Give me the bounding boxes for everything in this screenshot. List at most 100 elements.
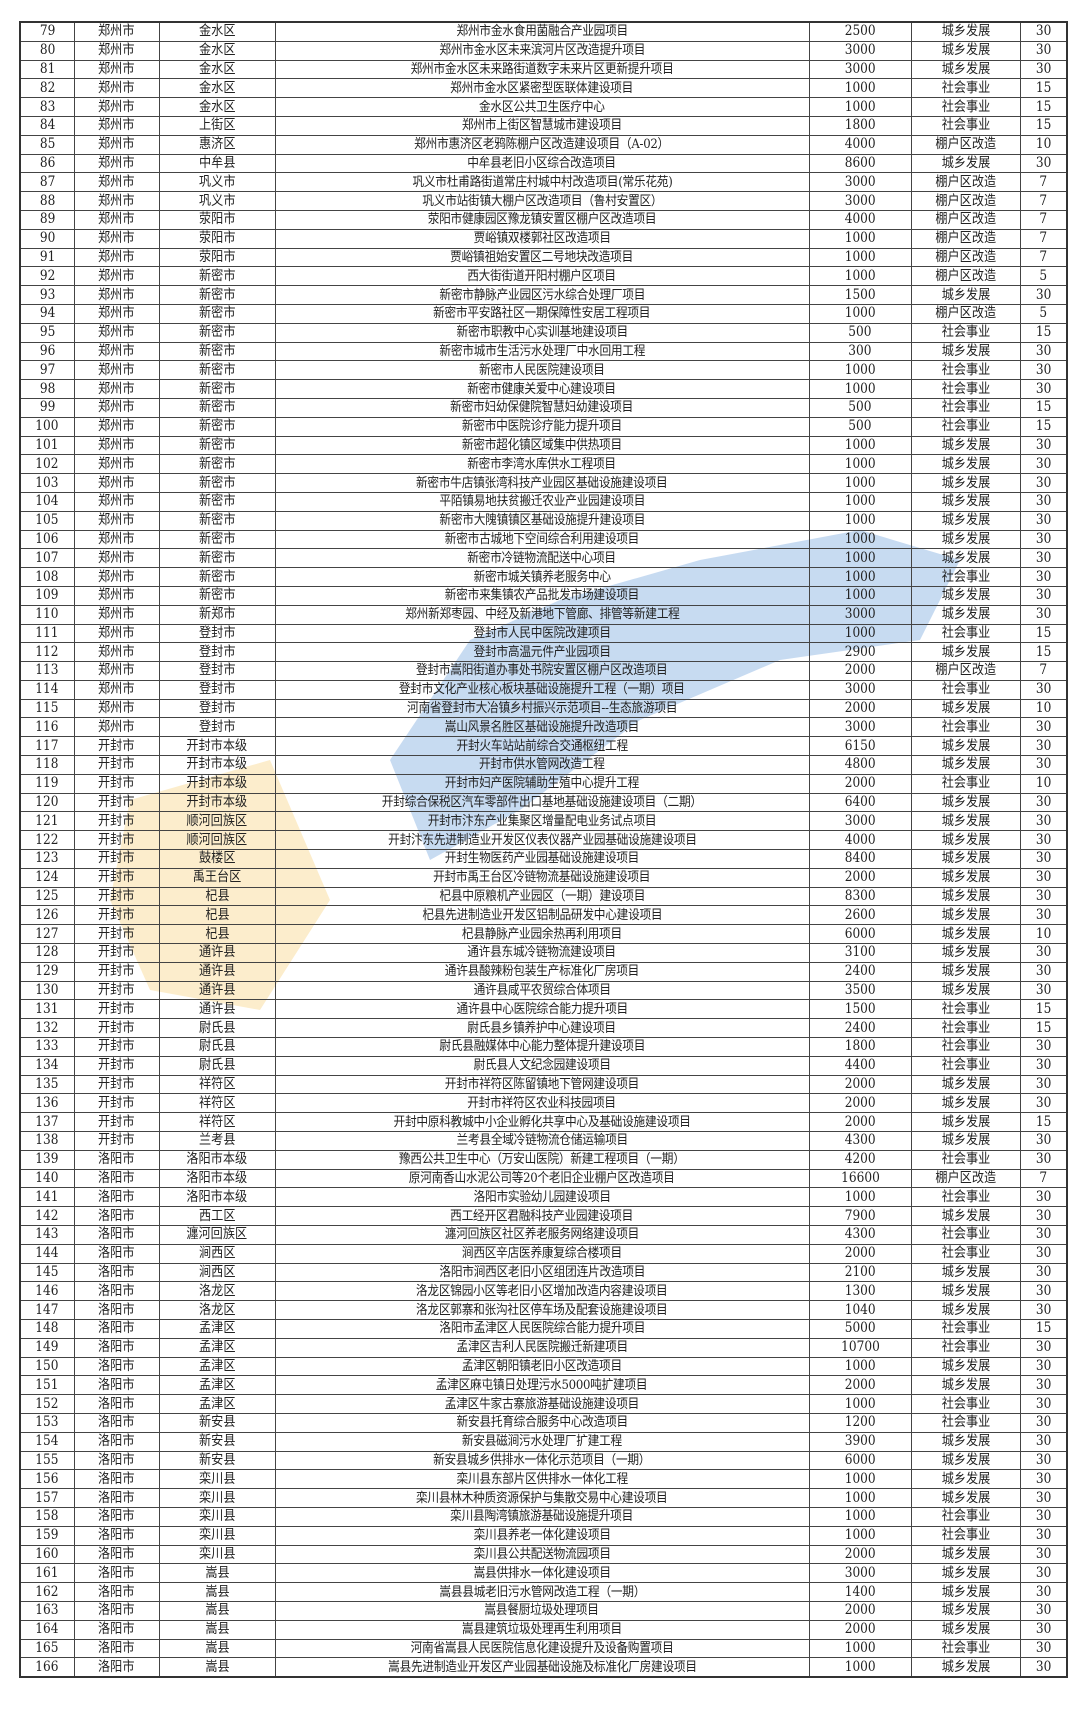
table-row: 116 郑州市 登封市 嵩山风景名胜区基础设施提升改造项目 3000 社会事业 30 <box>19 717 1068 738</box>
amount-cell-text: 2100 <box>844 1263 876 1280</box>
city-cell-text: 郑州市 <box>98 154 135 171</box>
project-name-cell-text: 新安县城乡供排水一体化示范项目（一期） <box>433 1452 651 1468</box>
city-cell: 郑州市 <box>73 153 160 174</box>
row-number-text: 86 <box>39 154 55 171</box>
years-cell: 30 <box>1019 830 1068 851</box>
amount-cell-text: 6000 <box>844 925 876 942</box>
project-name-cell-text: 贾峪镇祖始安置区二号地块改造项目 <box>450 249 634 265</box>
city-cell: 郑州市 <box>73 454 160 475</box>
project-name-cell-text: 平陌镇易地扶贫搬迁农业产业园建设项目 <box>439 494 645 510</box>
project-name-cell: 兰考县全域冷链物流仓储运输项目 <box>274 1131 810 1151</box>
city-cell: 洛阳市 <box>73 1638 160 1659</box>
category-cell-text: 社会事业 <box>941 1057 990 1074</box>
district-cell-text: 嵩县 <box>204 1658 230 1675</box>
project-name-cell: 栾川县陶湾镇旅游基础设施提升项目 <box>274 1506 810 1527</box>
project-name-cell-text: 新密市妇幼保健院智慧妇幼建设项目 <box>450 400 634 416</box>
years-cell: 10 <box>1019 134 1068 155</box>
project-name-cell-text: 登封市高温元件产业园项目 <box>473 644 611 660</box>
row-number-text: 147 <box>35 1301 59 1318</box>
district-cell-text: 新安县 <box>198 1414 236 1431</box>
project-name-cell: 新密市健康关爱中心建设项目 <box>274 379 810 399</box>
project-name-cell-text: 通许县酸辣粉包装生产标准化厂房项目 <box>444 964 640 980</box>
district-cell-text: 栾川县 <box>198 1545 236 1562</box>
category-cell: 城乡发展 <box>910 1356 1021 1377</box>
city-cell-text: 郑州市 <box>98 42 135 59</box>
city-cell: 郑州市 <box>73 379 160 399</box>
city-cell: 开封市 <box>73 1074 160 1095</box>
city-cell: 洛阳市 <box>73 1356 160 1377</box>
category-cell: 城乡发展 <box>910 1544 1021 1565</box>
district-cell-text: 鼓楼区 <box>198 850 236 867</box>
table-row: 85 郑州市 惠济区 郑州市惠济区老鸦陈棚户区改造建设项目（A-02） 4000 棚户区改… <box>19 134 1068 155</box>
district-cell-text: 新密市 <box>198 568 236 585</box>
district-cell-text: 杞县 <box>204 888 230 905</box>
district-cell-text: 杞县 <box>204 925 230 942</box>
table-row: 83 郑州市 金水区 金水区公共卫生医疗中心 1000 社会事业 15 <box>19 97 1068 117</box>
category-cell-text: 城乡发展 <box>941 794 990 811</box>
years-cell-text: 30 <box>1035 1132 1051 1149</box>
category-cell: 社会事业 <box>910 416 1021 437</box>
city-cell-text: 郑州市 <box>98 474 135 491</box>
district-cell-text: 登封市 <box>198 700 236 717</box>
city-cell-text: 洛阳市 <box>98 1357 135 1374</box>
amount-cell-text: 1000 <box>844 380 876 397</box>
years-cell: 15 <box>1019 1318 1068 1339</box>
category-cell-text: 城乡发展 <box>941 1076 990 1093</box>
years-cell-text: 30 <box>1035 1470 1051 1487</box>
years-cell-text: 30 <box>1035 944 1051 961</box>
row-number: 131 <box>19 999 75 1020</box>
city-cell-text: 郑州市 <box>98 606 135 623</box>
table-row: 163 洛阳市 嵩县 嵩县餐厨垃圾处理项目 2000 城乡发展 30 <box>19 1600 1068 1621</box>
table-row: 161 洛阳市 嵩县 嵩县供排水一体化建设项目 3000 城乡发展 30 <box>19 1563 1068 1584</box>
table-row: 106 郑州市 新密市 新密市古城地下空间综合利用建设项目 1000 城乡发展 30 <box>19 529 1068 550</box>
category-cell-text: 社会事业 <box>941 775 990 792</box>
city-cell: 洛阳市 <box>73 1563 160 1584</box>
district-cell: 孟津区 <box>158 1318 276 1339</box>
years-cell-text: 30 <box>1035 587 1051 604</box>
years-cell: 15 <box>1019 416 1068 437</box>
district-cell-text: 新安县 <box>198 1433 236 1450</box>
district-cell: 新密市 <box>158 397 276 418</box>
project-name-cell-text: 洛阳市实验幼儿园建设项目 <box>473 1189 611 1205</box>
years-cell: 15 <box>1019 642 1068 663</box>
table-row: 148 洛阳市 孟津区 洛阳市孟津区人民医院综合能力提升项目 5000 社会事业 15 <box>19 1318 1068 1339</box>
project-name-cell: 新密市妇幼保健院智慧妇幼建设项目 <box>274 397 810 418</box>
district-cell: 新密市 <box>158 491 276 512</box>
amount-cell-text: 2000 <box>844 700 876 717</box>
category-cell-text: 城乡发展 <box>941 1207 990 1224</box>
district-cell: 新密市 <box>158 341 276 362</box>
amount-cell-text: 1000 <box>844 79 876 96</box>
years-cell-text: 10 <box>1035 775 1051 792</box>
district-cell: 栾川县 <box>158 1506 276 1527</box>
district-cell-text: 新密市 <box>198 361 236 378</box>
category-cell: 城乡发展 <box>910 473 1021 493</box>
row-number: 81 <box>19 59 75 80</box>
amount-cell-text: 2000 <box>844 1621 876 1638</box>
city-cell: 开封市 <box>73 924 160 945</box>
amount-cell-text: 1000 <box>844 248 876 265</box>
city-cell: 郑州市 <box>73 548 160 569</box>
city-cell-text: 洛阳市 <box>98 1564 135 1581</box>
amount-cell: 2000 <box>808 1619 912 1640</box>
district-cell-text: 新密市 <box>198 324 236 341</box>
category-cell-text: 城乡发展 <box>941 1132 990 1149</box>
project-name-cell-text: 杞县先进制造业开发区铝制品研发中心建设项目 <box>421 907 663 923</box>
amount-cell-text: 1300 <box>844 1282 876 1299</box>
amount-cell: 4800 <box>808 755 912 775</box>
district-cell-text: 金水区 <box>198 98 236 115</box>
amount-cell: 6000 <box>808 924 912 945</box>
category-cell: 社会事业 <box>910 1018 1021 1039</box>
district-cell-text: 禹王台区 <box>192 869 242 886</box>
amount-cell-text: 3100 <box>844 944 876 961</box>
table-row: 136 开封市 祥符区 开封市祥符区农业科技园项目 2000 城乡发展 30 <box>19 1093 1068 1114</box>
category-cell: 社会事业 <box>910 115 1021 136</box>
table-row: 147 洛阳市 洛龙区 洛龙区郭寨和张沟社区停车场及配套设施建设项目 1040 城乡发展 3… <box>19 1300 1068 1320</box>
city-cell-text: 洛阳市 <box>98 1489 135 1506</box>
district-cell: 西工区 <box>158 1206 276 1226</box>
row-number: 112 <box>19 642 75 663</box>
amount-cell-text: 1000 <box>844 98 876 115</box>
project-name-cell-text: 新密市平安路社区一期保障性安居工程项目 <box>433 306 651 322</box>
district-cell: 嵩县 <box>158 1600 276 1621</box>
project-name-cell-text: 尉氏县融媒体中心能力整体提升建设项目 <box>439 1039 645 1055</box>
city-cell: 洛阳市 <box>73 1582 160 1602</box>
